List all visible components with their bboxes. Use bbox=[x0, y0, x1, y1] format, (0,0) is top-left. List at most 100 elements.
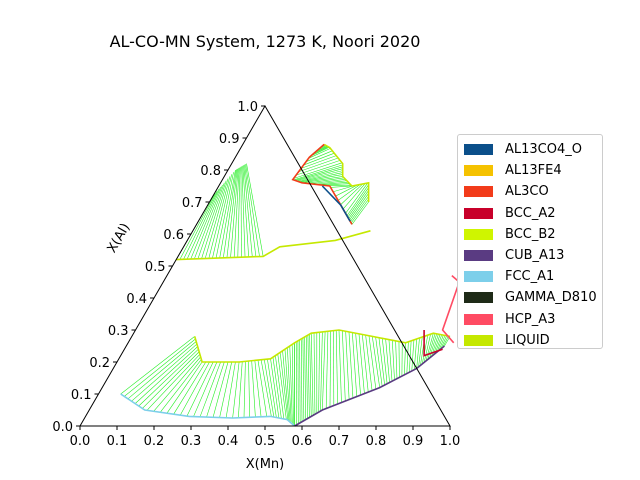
tie-line bbox=[219, 169, 236, 259]
legend-label: BCC_B2 bbox=[505, 226, 556, 242]
y-tick-label: 0.7 bbox=[182, 196, 203, 211]
tie-line bbox=[270, 358, 280, 419]
tie-line bbox=[335, 330, 338, 405]
tie-lines bbox=[120, 144, 451, 426]
tie-line bbox=[337, 184, 361, 201]
tie-line bbox=[193, 361, 218, 417]
tie-line bbox=[318, 181, 349, 186]
y-axis-label: X(Al) bbox=[105, 221, 134, 256]
tie-line bbox=[318, 332, 320, 413]
legend-swatch bbox=[464, 207, 493, 219]
tie-line bbox=[204, 178, 229, 259]
phase-boundary-liquid bbox=[176, 230, 371, 261]
tie-line bbox=[329, 330, 331, 408]
legend-label: AL13CO4_O bbox=[505, 142, 582, 158]
tie-line bbox=[254, 360, 262, 417]
tie-line bbox=[365, 335, 373, 391]
tie-line bbox=[362, 334, 369, 393]
tie-line bbox=[325, 331, 329, 409]
phase-boundary-al13co4_o bbox=[321, 185, 351, 222]
legend-item: LIQUID bbox=[464, 330, 596, 351]
tie-line bbox=[225, 361, 236, 418]
tie-line bbox=[219, 361, 232, 418]
tie-line bbox=[303, 152, 335, 166]
y-tick-label: 0.1 bbox=[71, 388, 92, 403]
tie-line bbox=[309, 334, 312, 417]
tie-line bbox=[440, 335, 447, 350]
tie-line bbox=[237, 167, 241, 258]
tie-line bbox=[346, 184, 369, 216]
legend-item: BCC_B2 bbox=[464, 224, 596, 245]
tie-line bbox=[243, 361, 246, 418]
tie-line bbox=[322, 331, 326, 411]
tie-line bbox=[284, 349, 291, 423]
tie-line bbox=[138, 348, 199, 407]
tie-line bbox=[351, 201, 369, 225]
tie-line bbox=[302, 337, 305, 421]
tie-line bbox=[340, 183, 363, 205]
tie-line bbox=[342, 183, 366, 210]
tie-line bbox=[243, 165, 253, 257]
legend-label: HCP_A3 bbox=[505, 311, 556, 327]
tie-line bbox=[160, 359, 202, 413]
legend-item: AL13FE4 bbox=[464, 160, 596, 181]
x-tick-label: 0.6 bbox=[292, 434, 313, 449]
x-tick-label: 0.1 bbox=[107, 434, 128, 449]
tie-line bbox=[358, 333, 365, 394]
tie-line bbox=[299, 172, 343, 183]
legend-swatch bbox=[464, 165, 493, 177]
legend-item: HCP_A3 bbox=[464, 309, 596, 330]
tie-line bbox=[245, 164, 260, 257]
tie-line bbox=[335, 184, 358, 197]
tie-line bbox=[406, 341, 409, 374]
tie-line bbox=[310, 178, 346, 185]
tie-line bbox=[434, 334, 442, 354]
tie-line bbox=[238, 361, 243, 418]
tie-line bbox=[326, 184, 352, 186]
phase-boundary-bcc_a2 bbox=[423, 330, 443, 357]
tie-line bbox=[180, 361, 210, 416]
tie-line bbox=[355, 333, 361, 396]
tie-line bbox=[246, 163, 264, 257]
tie-line bbox=[241, 166, 246, 258]
legend-item: FCC_A1 bbox=[464, 266, 596, 287]
phase-boundary-al3co bbox=[291, 143, 353, 225]
tie-line bbox=[289, 345, 293, 425]
x-axis-ticks: 0.0 0.1 0.2 0.3 0.4 0.5 0.6 0.7 0.8 0.9 1.0 bbox=[70, 426, 460, 449]
tie-line bbox=[423, 334, 431, 363]
y-tick-label: 0.5 bbox=[145, 260, 166, 275]
tie-line bbox=[427, 333, 436, 360]
tie-line bbox=[146, 354, 201, 411]
tie-line bbox=[120, 336, 195, 395]
tie-line bbox=[305, 150, 333, 162]
tie-line bbox=[388, 339, 393, 382]
tie-line bbox=[201, 180, 227, 259]
tie-line bbox=[279, 352, 289, 421]
tie-line bbox=[142, 351, 200, 409]
phase-boundaries bbox=[120, 143, 461, 427]
legend-label: CUB_A13 bbox=[505, 248, 565, 264]
tie-line bbox=[349, 193, 369, 221]
tie-line bbox=[208, 176, 231, 259]
tie-line bbox=[226, 168, 238, 258]
tie-line bbox=[438, 335, 446, 351]
tie-line bbox=[179, 193, 216, 260]
legend-swatch bbox=[464, 334, 493, 346]
phase-boundary-liquid bbox=[323, 143, 370, 202]
tie-line bbox=[282, 350, 290, 422]
tie-line bbox=[352, 332, 358, 397]
legend-swatch bbox=[464, 292, 493, 304]
x-tick-label: 0.5 bbox=[255, 434, 276, 449]
tie-line bbox=[350, 196, 369, 222]
tie-line bbox=[372, 336, 380, 388]
tie-line bbox=[275, 355, 285, 419]
legend-swatch bbox=[464, 186, 493, 198]
tie-line bbox=[300, 174, 343, 183]
tie-line bbox=[293, 164, 343, 181]
tie-line bbox=[296, 168, 343, 182]
tie-line bbox=[212, 361, 229, 418]
tie-line bbox=[300, 338, 303, 422]
tie-line bbox=[310, 147, 330, 157]
y-tick-label: 0.0 bbox=[52, 420, 73, 435]
tie-line bbox=[436, 335, 444, 353]
